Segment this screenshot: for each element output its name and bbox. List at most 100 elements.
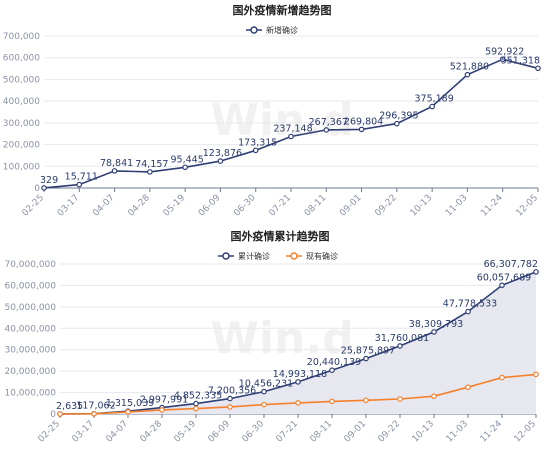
data-point[interactable] bbox=[261, 388, 267, 395]
legend[interactable]: 新增确诊 bbox=[246, 25, 298, 35]
data-point[interactable] bbox=[499, 374, 505, 381]
data-label: 267,367 bbox=[309, 117, 348, 128]
data-point[interactable] bbox=[499, 56, 506, 63]
data-point[interactable] bbox=[533, 269, 539, 275]
y-tick-label: 20,000,000 bbox=[4, 367, 56, 377]
x-tick-label: 09-22 bbox=[373, 193, 399, 219]
x-tick-label: 09-01 bbox=[343, 419, 369, 445]
legend-label-current: 现有确诊 bbox=[306, 251, 338, 261]
data-label: 78,841 bbox=[100, 158, 133, 169]
data-point[interactable] bbox=[288, 133, 294, 140]
y-tick-label: 60,000,000 bbox=[4, 281, 56, 291]
data-label: 10,456,231 bbox=[239, 379, 293, 390]
legend-marker-icon bbox=[250, 26, 258, 34]
data-point[interactable] bbox=[533, 371, 539, 378]
data-point[interactable] bbox=[499, 282, 505, 289]
data-point[interactable] bbox=[363, 397, 369, 404]
data-point[interactable] bbox=[217, 158, 224, 164]
data-point[interactable] bbox=[465, 384, 471, 391]
y-tick-label: 400,000 bbox=[3, 97, 40, 107]
data-label: 4,852,335 bbox=[174, 391, 222, 402]
data-point[interactable] bbox=[111, 168, 118, 174]
x-tick-label: 10-13 bbox=[409, 193, 435, 219]
x-tick-label: 06-30 bbox=[241, 419, 267, 445]
data-point[interactable] bbox=[295, 400, 301, 406]
cumulative-cases-chart: Win.d 国外疫情累计趋势图 累计确诊 现有确诊 0 10,000,000 20,… bbox=[4, 229, 539, 445]
data-point[interactable] bbox=[252, 147, 259, 154]
data-label: 296,395 bbox=[379, 111, 418, 122]
x-tick-label: 07-21 bbox=[275, 419, 301, 445]
y-tick-label: 10,000,000 bbox=[4, 389, 56, 399]
x-tick-label: 06-09 bbox=[197, 193, 223, 219]
legend-label: 新增确诊 bbox=[266, 25, 298, 35]
data-point[interactable] bbox=[465, 308, 471, 315]
data-point[interactable] bbox=[535, 65, 541, 72]
x-tick-label: 05-19 bbox=[173, 419, 199, 445]
data-label: 74,157 bbox=[135, 159, 168, 170]
x-tick-label: 06-09 bbox=[207, 419, 233, 445]
data-point[interactable] bbox=[363, 355, 369, 362]
data-label: 38,309,793 bbox=[409, 319, 463, 330]
watermark: Win.d bbox=[210, 313, 353, 364]
y-tick-label: 600,000 bbox=[3, 54, 40, 64]
series-area bbox=[60, 271, 536, 414]
y-tick-label: 700,000 bbox=[3, 32, 40, 42]
x-tick-label: 02-25 bbox=[37, 419, 63, 445]
data-label: 66,307,782 bbox=[484, 259, 538, 270]
data-point[interactable] bbox=[91, 410, 97, 417]
data-point[interactable] bbox=[431, 329, 437, 335]
data-label: 592,922 bbox=[485, 46, 524, 57]
data-point[interactable] bbox=[147, 169, 153, 175]
x-tick-label: 10-13 bbox=[411, 419, 437, 445]
data-label: 173,315 bbox=[238, 137, 277, 148]
data-point[interactable] bbox=[125, 409, 131, 415]
data-label: 95,445 bbox=[171, 154, 204, 165]
y-tick-label: 40,000,000 bbox=[4, 324, 56, 334]
data-label: 117,062 bbox=[76, 401, 115, 412]
data-point[interactable] bbox=[227, 395, 233, 402]
y-tick-label: 500,000 bbox=[3, 75, 40, 85]
x-tick-label: 11-03 bbox=[445, 419, 471, 445]
legend-marker-icon bbox=[222, 252, 230, 260]
data-point[interactable] bbox=[295, 379, 301, 385]
data-point[interactable] bbox=[394, 120, 400, 127]
data-point[interactable] bbox=[397, 343, 403, 349]
x-tick-label: 03-17 bbox=[71, 419, 97, 445]
x-tick-label: 08-11 bbox=[309, 419, 335, 445]
data-point[interactable] bbox=[323, 127, 330, 133]
data-point[interactable] bbox=[329, 398, 335, 405]
data-point[interactable] bbox=[261, 401, 267, 408]
data-label: 7,200,356 bbox=[208, 386, 256, 397]
data-label: 123,876 bbox=[203, 148, 242, 159]
data-label: 31,760,081 bbox=[375, 333, 429, 344]
data-label: 1,315,039 bbox=[106, 398, 154, 409]
y-tick-label: 30,000,000 bbox=[4, 346, 56, 356]
data-label: 47,778,533 bbox=[443, 299, 497, 310]
data-point[interactable] bbox=[57, 411, 63, 417]
chart-title: 国外疫情累计趋势图 bbox=[231, 229, 330, 243]
data-point[interactable] bbox=[329, 367, 335, 373]
x-tick-label: 02-25 bbox=[21, 193, 47, 219]
new-cases-chart: Win.d 国外疫情新增趋势图 新增确诊 0 100,000 200,000 300,… bbox=[3, 3, 541, 219]
data-point[interactable] bbox=[76, 181, 83, 188]
x-tick-label: 08-11 bbox=[303, 193, 329, 219]
data-point[interactable] bbox=[431, 393, 437, 400]
x-tick-label: 11-24 bbox=[479, 419, 505, 445]
data-point[interactable] bbox=[193, 405, 199, 412]
x-tick-label: 06-30 bbox=[232, 193, 258, 219]
data-label: 551,318 bbox=[501, 55, 540, 66]
data-point[interactable] bbox=[182, 164, 188, 171]
data-label: 375,189 bbox=[414, 94, 453, 105]
data-label: 20,440,139 bbox=[307, 357, 361, 368]
data-point[interactable] bbox=[159, 407, 165, 413]
data-point[interactable] bbox=[397, 396, 403, 402]
legend[interactable]: 累计确诊 现有确诊 bbox=[218, 251, 338, 261]
data-point[interactable] bbox=[429, 103, 435, 110]
data-point[interactable] bbox=[227, 404, 233, 410]
data-point[interactable] bbox=[193, 400, 199, 407]
data-label: 15,711 bbox=[65, 172, 98, 183]
x-tick-label: 04-07 bbox=[91, 193, 117, 219]
data-point[interactable] bbox=[464, 71, 471, 78]
data-point[interactable] bbox=[358, 126, 365, 133]
data-point[interactable] bbox=[41, 185, 47, 191]
